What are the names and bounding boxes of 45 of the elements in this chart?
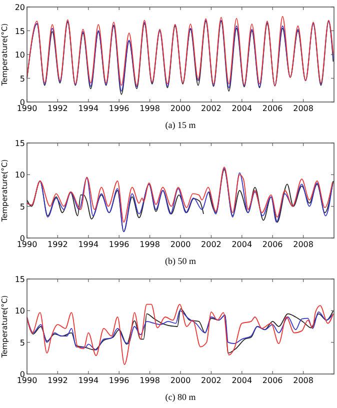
text: (c) 80 m [165,392,196,402]
x-tick-label: 2000 [170,240,191,249]
line-series [26,304,334,365]
y-tick-label: 10 [14,306,25,316]
x-tick-label: 1990 [16,376,38,385]
text: (a) 15 m [165,120,196,130]
y-tick-label: 10 [14,170,25,180]
x-tick-label: 1994 [78,240,99,249]
x-tick-label: 2002 [201,104,222,113]
x-tick-label: 2006 [262,240,283,249]
x-tick-label: 2002 [201,376,222,385]
x-tick-label: 1996 [108,240,130,249]
y-tick-label: 15 [14,139,25,148]
x-tick-label: 2000 [170,376,191,385]
x-tick-label: 1992 [48,104,68,113]
y-tick-label: 5 [20,338,25,348]
y-tick-label: 15 [14,275,25,284]
x-tick-label: 2004 [232,376,252,385]
x-tick-label: 1994 [78,376,99,385]
line-series [26,166,333,223]
x-tick-label: 2006 [262,104,283,113]
x-tick-label: 1998 [140,376,160,385]
x-tick-label: 2006 [262,376,283,385]
x-tick-label: 1990 [16,240,38,249]
x-tick-label: 2004 [232,104,252,113]
x-tick-label: 2008 [293,104,314,113]
x-tick-label: 2002 [201,240,222,249]
x-tick-label: 2008 [293,240,314,249]
y-tick-label: 20 [14,3,25,12]
x-tick-label: 2008 [293,376,314,385]
x-tick-label: 1996 [108,104,130,113]
x-tick-label: 1996 [108,376,130,385]
y-tick-label: 5 [20,74,25,84]
x-tick-label: 1992 [48,376,68,385]
y-tick-label: 10 [14,50,25,60]
y-tick-label: 15 [14,26,25,36]
x-tick-label: 1992 [48,240,68,249]
x-tick-label: 2000 [170,104,191,113]
y-tick-label: 5 [20,202,25,212]
x-tick-label: 1990 [16,104,38,113]
text: (b) 50 m [165,256,196,266]
x-tick-label: 1994 [78,104,99,113]
x-tick-label: 2004 [232,240,252,249]
x-tick-label: 1998 [140,240,160,249]
x-tick-label: 1998 [140,104,160,113]
